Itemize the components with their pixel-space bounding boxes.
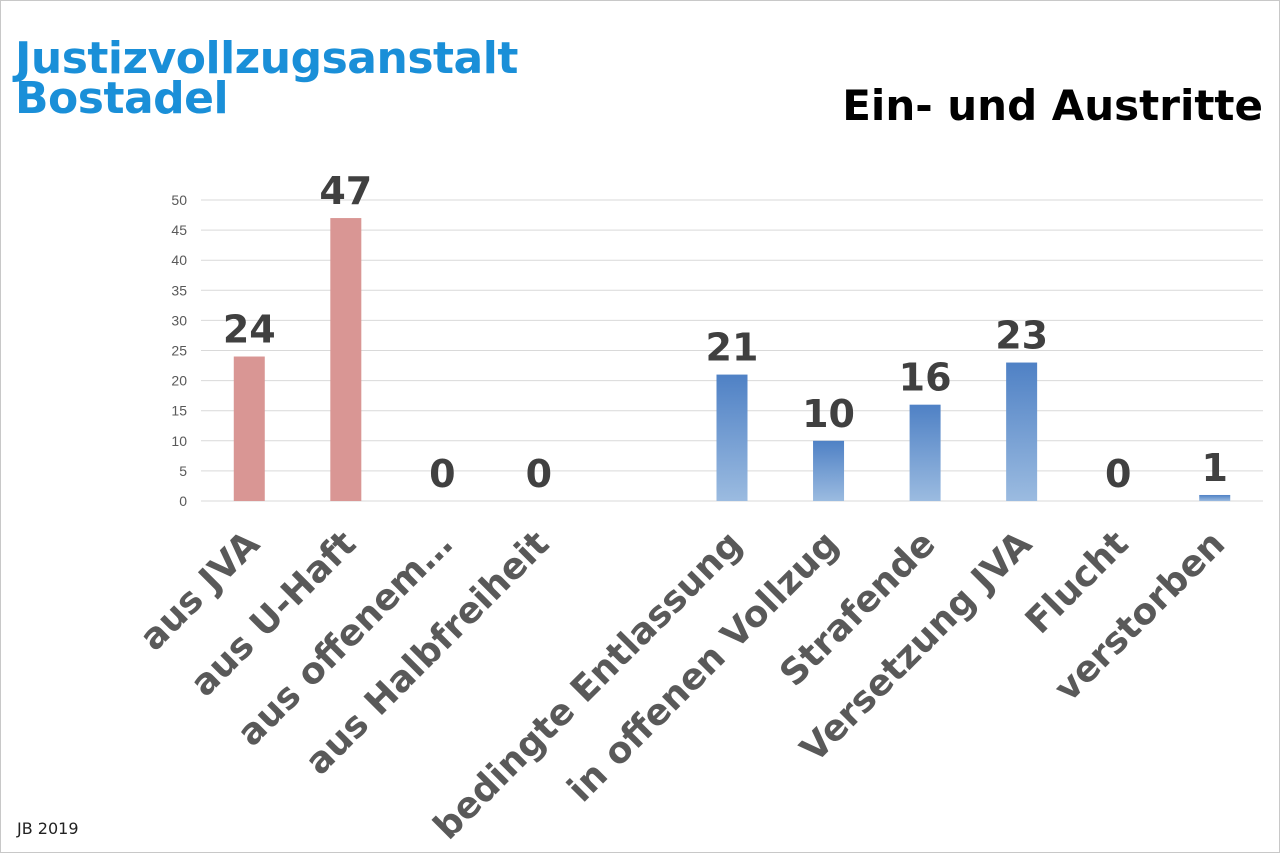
data-label: 24 [223,308,276,352]
data-label: 0 [429,452,455,496]
org-title-line2: Bostadel [15,73,229,124]
y-tick-label: 35 [171,282,187,298]
org-title: Justizvollzugsanstalt Bostadel [15,33,518,124]
y-tick-label: 15 [171,403,187,419]
y-tick-label: 45 [171,222,187,238]
data-label: 47 [319,169,372,213]
bar [909,404,941,501]
data-label: 0 [526,452,552,496]
y-tick-label: 30 [171,312,187,328]
bar [330,218,362,501]
data-label: 21 [706,326,759,370]
bar [813,440,845,501]
bar [1199,494,1231,501]
bar [716,374,748,501]
data-label: 10 [802,392,855,436]
x-category-label: verstorben [1047,523,1233,709]
y-tick-label: 25 [171,343,187,359]
data-label: 1 [1202,446,1228,490]
data-label: 16 [899,356,952,400]
data-label: 23 [995,314,1048,358]
data-label: 0 [1105,452,1131,496]
y-tick-label: 5 [179,463,187,479]
y-tick-label: 10 [171,433,187,449]
bar [233,356,265,501]
org-title-line1: Justizvollzugsanstalt [15,33,518,84]
bar [1006,362,1038,501]
slide-title: Ein- und Austritte [842,81,1263,130]
y-tick-label: 50 [171,192,187,208]
y-tick-label: 40 [171,252,187,268]
y-tick-label: 0 [179,493,187,509]
bar-layer [233,218,1231,501]
y-tick-label: 20 [171,373,187,389]
footer-text: JB 2019 [17,819,79,838]
